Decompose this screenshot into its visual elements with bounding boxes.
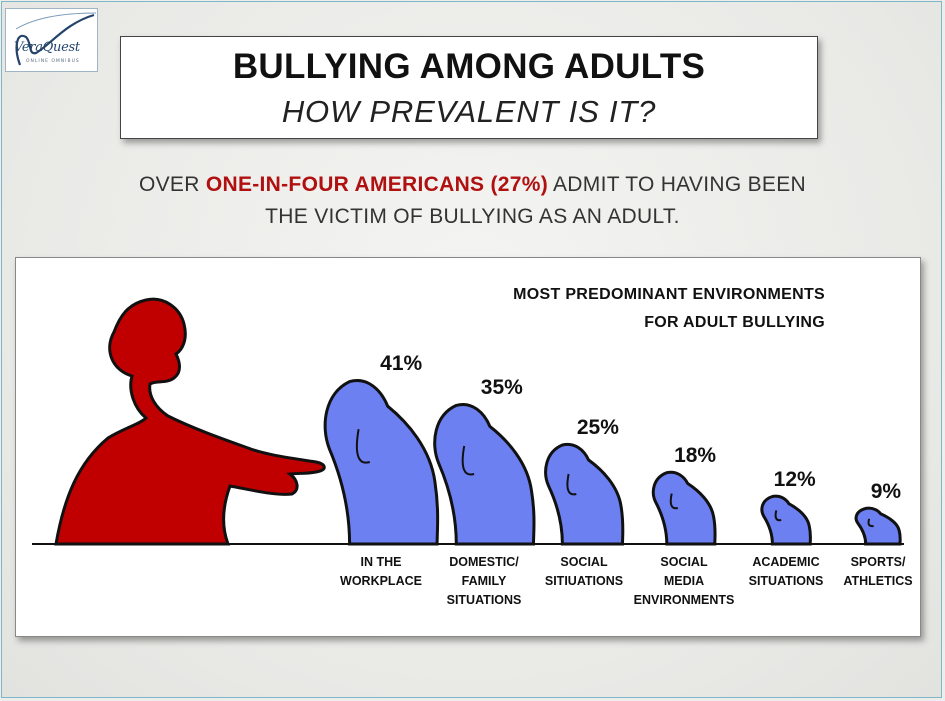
pointing-bully-icon	[54, 297, 326, 546]
category-label-3-line-1: SOCIAL	[560, 555, 608, 569]
intro-line-1: OVER ONE-IN-FOUR AMERICANS (27%) ADMIT T…	[100, 173, 845, 197]
category-label-6-line-2: ATHLETICS	[843, 574, 912, 588]
bar-victim-figure-3	[544, 442, 625, 546]
bar-victim-figure-1	[323, 379, 440, 546]
intro-prefix: OVER	[138, 173, 200, 196]
bar-figure-detail-6	[867, 518, 874, 528]
category-label-1-line-2: WORKPLACE	[340, 574, 422, 588]
bar-figure-detail-2	[461, 445, 475, 476]
category-label-2-line-1: DOMESTIC/	[449, 555, 519, 569]
category-label-3-line-2: SITIUATIONS	[545, 574, 623, 588]
category-label-4-line-2: MEDIA	[664, 574, 704, 588]
chart-title-line-1: MOST PREDOMINANT ENVIRONMENTS	[513, 286, 825, 303]
bar-victim-figure-5	[760, 494, 812, 546]
data-label-3: 25%	[577, 416, 619, 439]
chart-title-line-2: FOR ADULT BULLYING	[644, 314, 825, 331]
data-label-4: 18%	[674, 444, 716, 467]
intro-highlight: ONE-IN-FOUR AMERICANS (27%)	[205, 173, 549, 196]
category-label-4-line-1: SOCIAL	[660, 555, 708, 569]
bar-figure-detail-4	[669, 493, 679, 510]
data-label-2: 35%	[481, 376, 523, 399]
data-label-1: 41%	[380, 352, 422, 375]
logo-tagline: ONLINE OMNIBUS	[26, 59, 80, 64]
chart-panel: MOST PREDOMINANT ENVIRONMENTS FOR ADULT …	[15, 257, 921, 637]
bar-figure-detail-3	[566, 473, 577, 496]
bar-figure-detail-1	[355, 429, 371, 464]
intro-line-2: THE VICTIM OF BULLYING AS AN ADULT.	[265, 205, 680, 228]
intro-suffix: ADMIT TO HAVING BEEN	[553, 173, 806, 196]
data-label-6: 9%	[871, 480, 902, 503]
bar-victim-figure-2	[433, 403, 536, 546]
bar-figure-detail-5	[774, 510, 782, 522]
logo-name: VeraQuest	[14, 40, 80, 55]
data-label-5: 12%	[774, 468, 816, 491]
page-subtitle: HOW PREVALENT IS IT?	[281, 94, 657, 129]
category-label-2-line-2: FAMILY	[462, 574, 507, 588]
title-box: BULLYING AMONG ADULTS HOW PREVALENT IS I…	[120, 36, 818, 139]
category-label-5-line-1: ACADEMIC	[752, 555, 819, 569]
bar-chart: 41% IN THE WORKPLACE 35% DOMESTIC/FAMILY SITU…	[32, 297, 913, 607]
bar-victim-figure-4	[651, 470, 717, 546]
category-label-4-line-3: ENVIRONMENTS	[634, 593, 735, 607]
category-label-2-line-3: SITUATIONS	[447, 593, 522, 607]
category-label-6-line-1: SPORTS/	[851, 555, 906, 569]
bar-victim-figure-6	[854, 506, 902, 546]
page-title: BULLYING AMONG ADULTS	[232, 47, 706, 86]
veraquest-logo: VeraQuest ONLINE OMNIBUS	[5, 8, 98, 72]
category-label-1-line-1: IN THE	[361, 555, 402, 569]
logo-swoosh-icon	[15, 12, 97, 66]
category-label-5-line-2: SITUATIONS	[749, 574, 824, 588]
